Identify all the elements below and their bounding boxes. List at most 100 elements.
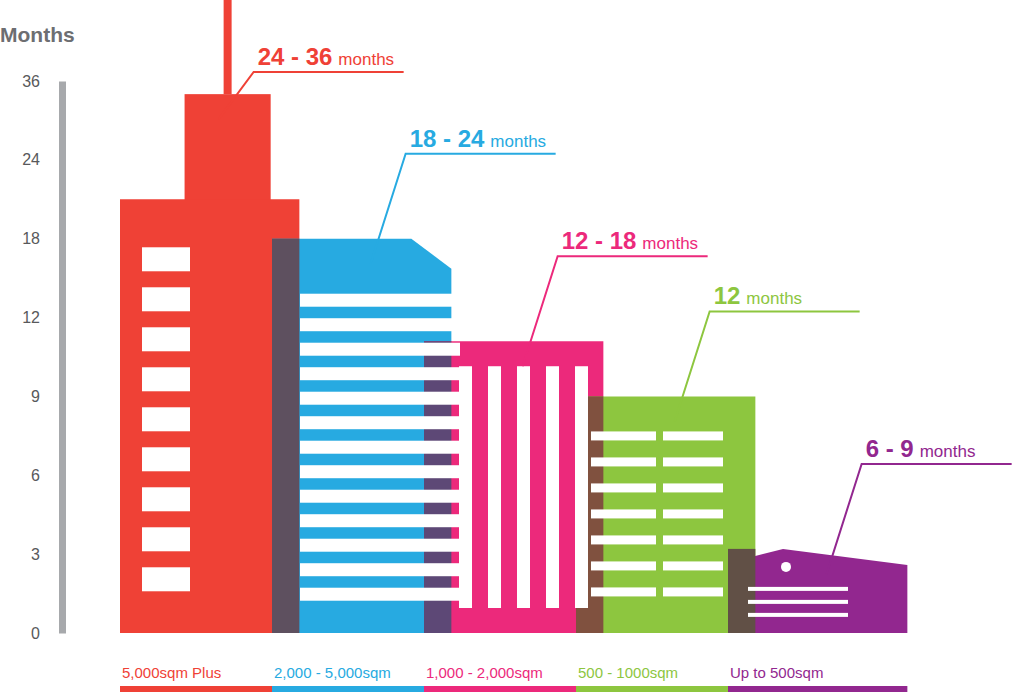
y-tick: 6	[31, 467, 62, 484]
base-line	[272, 686, 424, 692]
window	[300, 514, 460, 527]
plot-area	[120, 94, 907, 633]
annotation-unit: months	[642, 234, 698, 253]
y-tick: 9	[31, 388, 62, 405]
window	[300, 318, 460, 331]
window	[142, 367, 190, 391]
window	[142, 287, 190, 311]
annotation-value: 18 - 24	[410, 125, 485, 152]
y-tick-label: 3	[31, 546, 40, 563]
base-line	[728, 686, 907, 692]
y-tick: 3	[31, 546, 62, 563]
window	[300, 343, 460, 356]
y-tick-label: 24	[22, 151, 40, 168]
window	[142, 327, 190, 351]
window	[591, 509, 656, 518]
annotation: 12 - 18 months	[562, 227, 698, 254]
window	[142, 567, 190, 591]
annotations: 24 - 36months18 - 24months12 - 18months1…	[219, 43, 1012, 574]
annotation-value: 24 - 36	[258, 43, 333, 70]
y-axis: 036912182436	[22, 73, 62, 642]
building	[576, 396, 755, 633]
windows	[459, 366, 588, 608]
annotation-unit: months	[746, 289, 802, 308]
base-line	[120, 686, 272, 692]
windows	[591, 431, 723, 596]
window	[591, 561, 656, 570]
annotation-value: 6 - 9	[866, 435, 914, 462]
annotation: 24 - 36 months	[258, 43, 394, 70]
chart-container: 036912182436Months24 - 36months18 - 24mo…	[0, 0, 1024, 695]
windows	[300, 294, 460, 601]
window	[300, 588, 460, 601]
window	[663, 509, 723, 518]
window	[300, 490, 460, 503]
y-tick: 18	[22, 230, 62, 247]
x-tick-label: 2,000 - 5,000sqm	[274, 664, 391, 681]
window	[300, 465, 460, 478]
annotation: 18 - 24 months	[410, 125, 546, 152]
y-tick-label: 9	[31, 388, 40, 405]
window	[300, 441, 460, 454]
annotation: 6 - 9 months	[866, 435, 976, 462]
y-axis-title: Months	[0, 23, 75, 46]
y-tick-label: 6	[31, 467, 40, 484]
x-axis: 5,000sqm Plus 2,000 - 5,000sqm 1,000 - 2,0…	[120, 664, 907, 692]
window	[663, 431, 723, 440]
y-axis-line	[59, 82, 66, 634]
base-line	[424, 686, 576, 692]
window	[591, 587, 656, 596]
window	[459, 366, 472, 608]
antenna	[224, 0, 232, 94]
window	[663, 561, 723, 570]
annotation: 12 months	[714, 282, 802, 309]
window	[663, 587, 723, 596]
window	[300, 294, 460, 307]
window	[748, 587, 848, 591]
window	[517, 366, 530, 608]
window	[663, 457, 723, 466]
y-tick-label: 12	[22, 309, 40, 326]
y-tick-label: 18	[22, 230, 40, 247]
window	[142, 407, 190, 431]
leader-line	[675, 311, 860, 421]
leader-line	[827, 464, 1012, 574]
window	[748, 613, 848, 617]
window	[575, 366, 588, 608]
x-tick-label: 5,000sqm Plus	[122, 664, 221, 681]
x-tick-label: 1,000 - 2,000sqm	[426, 664, 543, 681]
window	[142, 527, 190, 551]
window	[591, 535, 656, 544]
window	[663, 535, 723, 544]
annotation-value: 12	[714, 282, 741, 309]
window	[748, 600, 848, 604]
windows	[142, 247, 190, 591]
window	[300, 563, 460, 576]
window	[781, 562, 791, 572]
annotation-value: 12 - 18	[562, 227, 637, 254]
annotation-unit: months	[338, 50, 394, 69]
building	[120, 199, 299, 633]
annotation-unit: months	[490, 132, 546, 151]
chart-svg: 036912182436Months24 - 36months18 - 24mo…	[0, 0, 1024, 695]
leader-line	[219, 72, 404, 119]
window	[591, 457, 656, 466]
window	[142, 247, 190, 271]
window	[300, 416, 460, 429]
x-tick-label: 500 - 1000sqm	[578, 664, 678, 681]
window	[591, 431, 656, 440]
window	[591, 483, 656, 492]
y-tick: 24	[22, 151, 62, 168]
y-tick: 12	[22, 309, 62, 326]
window	[300, 539, 460, 552]
y-tick-label: 36	[22, 73, 40, 90]
windows	[748, 562, 848, 617]
y-tick: 0	[31, 625, 62, 642]
x-tick-label: Up to 500sqm	[730, 664, 823, 681]
window	[663, 483, 723, 492]
window	[488, 366, 501, 608]
annotation-unit: months	[920, 442, 976, 461]
leader-line	[371, 154, 556, 264]
window	[546, 366, 559, 608]
building	[728, 549, 907, 633]
